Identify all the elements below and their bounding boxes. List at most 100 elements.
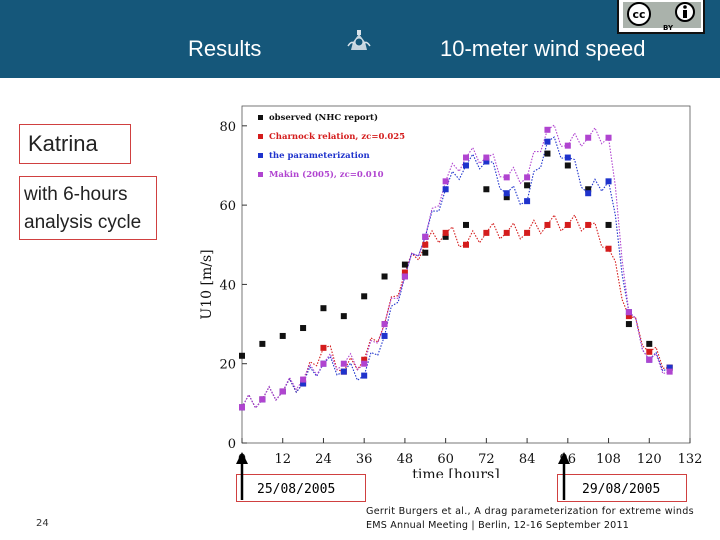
data-point [463,154,469,161]
data-point [259,340,266,347]
data-point [605,221,612,228]
data-point [625,309,632,316]
data-point [361,372,368,379]
analysis-cycle-line1: with 6-hours [24,184,128,205]
y-tick-label: 80 [219,120,236,135]
government-emblem-icon [347,30,371,50]
legend-label: observed (NHC report) [269,112,378,123]
cc-icon: cc [627,2,695,26]
x-tick-label: 12 [274,452,291,467]
data-point [340,360,347,367]
data-point [401,273,408,280]
data-point [564,142,571,149]
data-point [279,332,286,339]
start-date-label: 25/08/2005 [257,482,336,497]
analysis-cycle-box: with 6-hours analysis cycle [19,176,157,240]
legend-label: the parameterization [269,151,370,161]
end-date-arrow-icon [558,452,570,500]
data-point [524,229,531,236]
chart-axes: 01224364860728496108120132020406080time … [199,105,703,478]
y-tick-label: 60 [219,199,236,214]
data-point [340,368,347,375]
legend-label: Charnock relation, zc=0.025 [269,132,405,142]
data-point [259,396,266,403]
data-point [279,388,286,395]
data-point [646,340,653,347]
series-line-3 [241,124,670,409]
x-tick-label: 48 [397,452,414,467]
section-title: Results [188,36,262,61]
data-point [585,190,592,197]
legend-swatch [258,134,263,139]
x-tick-label: 108 [596,452,621,467]
series-line-2 [241,136,670,409]
x-tick-label: 24 [315,452,332,467]
legend-swatch [258,115,263,120]
footer-conference: EMS Annual Meeting | Berlin, 12-16 Septe… [366,520,630,531]
chart-legend: observed (NHC report) Charnock relation, … [258,112,405,180]
x-tick-label: 36 [356,452,373,467]
data-point [585,221,592,228]
data-point [463,241,469,248]
data-point [503,190,510,197]
y-tick-label: 0 [228,437,236,452]
data-point [605,134,612,141]
data-point [564,154,571,161]
data-point [320,344,327,351]
data-point [503,194,510,201]
data-point [564,221,571,228]
x-tick-label: 132 [678,452,703,467]
x-tick-label: 84 [519,452,536,467]
data-point [666,368,673,375]
data-point [503,229,510,236]
data-point [524,174,531,181]
cc-license-badge: cc [617,0,705,34]
wind-speed-chart: 01224364860728496108120132020406080time … [199,105,703,478]
analysis-cycle-line2: analysis cycle [24,212,142,233]
chart-points [239,126,673,411]
storm-name-box: Katrina [19,124,131,164]
data-point [544,150,551,157]
footer-citation: Gerrit Burgers et al., A drag parameteri… [366,506,694,517]
header-bar: Results 10-meter wind speed cc BY [0,0,720,78]
data-point [361,356,368,363]
data-point [483,186,490,193]
svg-text:cc: cc [632,8,645,21]
legend-swatch [258,153,263,158]
end-date-label: 29/08/2005 [582,482,661,497]
data-point [422,233,429,240]
data-point [422,249,429,256]
data-point [646,356,653,363]
data-point [585,186,592,193]
data-point [585,134,592,141]
data-point [666,364,673,371]
data-point [442,233,449,240]
x-tick-label: 72 [478,452,495,467]
data-point [442,229,449,236]
data-point [625,313,632,320]
data-point [463,162,469,169]
y-tick-label: 20 [219,358,236,373]
data-point [503,174,510,181]
data-point [463,221,469,228]
data-point [544,126,551,133]
data-point [239,404,245,411]
y-axis-label: U10 [m/s] [199,249,215,319]
legend-swatch [258,172,263,177]
data-point [605,178,612,185]
chart-lines [241,124,670,409]
data-point [300,376,307,383]
data-point [401,269,408,276]
legend-label: Makin (2005), zc=0.010 [269,169,384,180]
series-line-1 [241,213,670,409]
data-point [544,138,551,145]
start-date-arrow-icon [236,452,248,500]
page-number: 24 [36,518,49,529]
data-point [524,198,531,205]
data-point [564,162,571,169]
data-point [361,360,368,367]
data-point [646,348,653,355]
data-point [625,321,632,328]
data-point [483,154,490,161]
storm-name: Katrina [28,131,98,156]
